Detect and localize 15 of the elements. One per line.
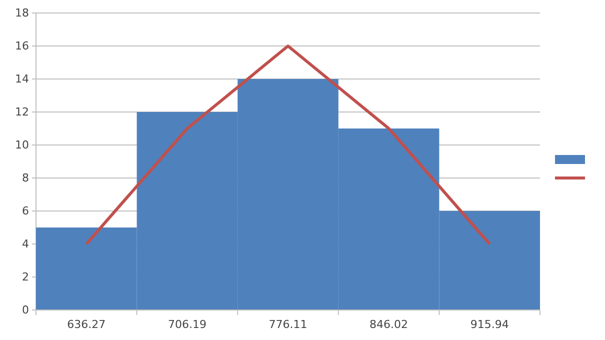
y-tick-label: 10 (15, 138, 29, 152)
y-tick-label: 8 (22, 172, 29, 185)
y-tick-label: 18 (15, 6, 29, 20)
x-tick-label: 636.27 (67, 318, 106, 331)
y-tick-label: 4 (22, 238, 29, 251)
x-tick-label: 776.11 (268, 318, 308, 331)
y-tick-label: 14 (15, 72, 29, 86)
y-tick-label: 0 (22, 304, 29, 317)
y-tick-label: 16 (15, 40, 29, 53)
x-tick-label: 706.19 (168, 318, 206, 331)
x-tick-label: 915.94 (470, 318, 509, 331)
y-tick-label: 2 (22, 270, 29, 284)
x-tick-label: 846.02 (370, 318, 408, 331)
y-tick-label: 6 (22, 204, 29, 218)
y-tick-label: 12 (15, 106, 29, 119)
